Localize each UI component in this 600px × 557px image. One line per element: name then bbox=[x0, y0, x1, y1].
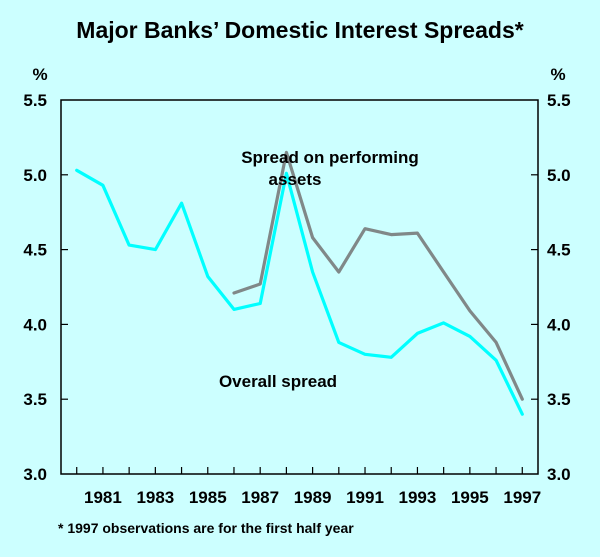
left-tick-label: 3.0 bbox=[23, 465, 47, 484]
right-tick-label: 4.5 bbox=[547, 241, 571, 260]
right-tick-label: 5.0 bbox=[547, 166, 571, 185]
right-tick-label: 3.5 bbox=[547, 390, 571, 409]
right-tick-label: 5.5 bbox=[547, 91, 571, 110]
x-tick-labels: 1981 1983 1985 1987 1989 1991 1993 1995 1997 bbox=[76, 467, 541, 507]
x-tick-label: 1995 bbox=[451, 488, 489, 507]
left-tick-label: 3.5 bbox=[23, 390, 47, 409]
left-tick-label: 5.5 bbox=[23, 91, 47, 110]
x-tick-label: 1987 bbox=[241, 488, 279, 507]
x-tick-label: 1993 bbox=[399, 488, 437, 507]
left-tick-label: 5.0 bbox=[23, 166, 47, 185]
right-tick-labels: 3.0 3.5 4.0 4.5 5.0 5.5 bbox=[531, 91, 571, 484]
right-axis-unit: % bbox=[550, 65, 565, 84]
left-axis-unit: % bbox=[32, 65, 47, 84]
x-tick-label: 1997 bbox=[503, 488, 541, 507]
annotation-performing-line2: assets bbox=[269, 170, 322, 189]
footnote: * 1997 observations are for the first ha… bbox=[58, 520, 354, 536]
x-tick-label: 1983 bbox=[136, 488, 174, 507]
x-tick-label: 1989 bbox=[294, 488, 332, 507]
chart-title: Major Banks’ Domestic Interest Spreads* bbox=[76, 17, 523, 43]
plot-frame bbox=[60, 99, 539, 475]
annotation-overall: Overall spread bbox=[219, 372, 337, 391]
right-tick-label: 3.0 bbox=[547, 465, 571, 484]
right-tick-label: 4.0 bbox=[547, 315, 571, 334]
left-tick-label: 4.0 bbox=[23, 315, 47, 334]
x-tick-label: 1985 bbox=[189, 488, 227, 507]
x-tick-label: 1981 bbox=[84, 488, 122, 507]
x-tick-label: 1991 bbox=[346, 488, 384, 507]
annotation-performing-line1: Spread on performing bbox=[241, 148, 419, 167]
performing-spread-line bbox=[232, 150, 524, 401]
series-layer bbox=[75, 150, 524, 416]
left-tick-label: 4.5 bbox=[23, 241, 47, 260]
overall-spread-line bbox=[75, 168, 524, 416]
left-tick-labels: 3.0 3.5 4.0 4.5 5.0 5.5 bbox=[23, 91, 68, 484]
